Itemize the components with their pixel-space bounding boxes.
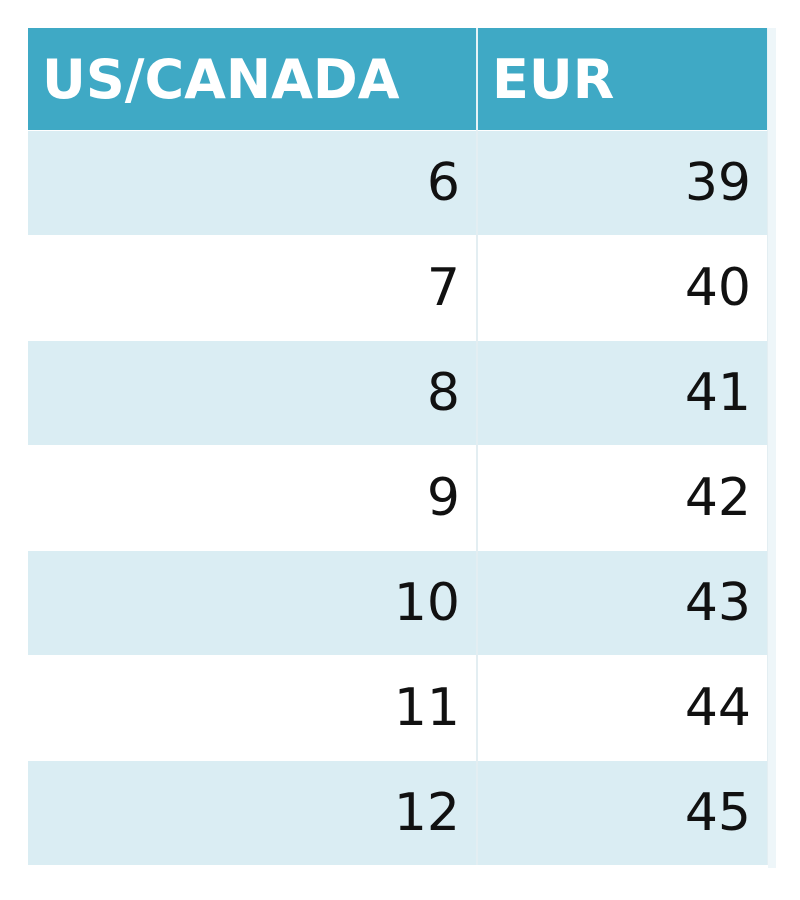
table-cell: 41 — [477, 340, 769, 446]
table-row: 9 42 — [28, 445, 769, 551]
table-cell: 8 — [28, 340, 478, 446]
table-cell: 39 — [477, 130, 769, 236]
table-cell: 40 — [477, 235, 769, 341]
table-row: 7 40 — [28, 235, 769, 341]
table-cell: 43 — [477, 550, 769, 656]
table-cell: 7 — [28, 235, 478, 341]
table-row: 6 39 — [28, 130, 769, 236]
header-cell: EUR — [477, 28, 769, 131]
header-row: US/CANADA EUR — [28, 28, 769, 131]
table-cell: 6 — [28, 130, 478, 236]
table-cell: 12 — [28, 760, 478, 865]
table-cell: 10 — [28, 550, 478, 656]
table-row: 12 45 — [28, 760, 769, 865]
table-cell: 45 — [477, 760, 769, 865]
table-cell: 9 — [28, 445, 478, 551]
table-row: 8 41 — [28, 340, 769, 446]
table-row: 11 44 — [28, 655, 769, 761]
table-cell: 11 — [28, 655, 478, 761]
next-column-edge — [768, 28, 776, 868]
table-cell: 42 — [477, 445, 769, 551]
table-wrapper: US/CANADA EUR 6 39 7 40 8 41 9 42 10 43 11 44 12 45 — [28, 28, 776, 868]
table-row: 10 43 — [28, 550, 769, 656]
table-body: 6 39 7 40 8 41 9 42 10 43 11 44 12 45 — [28, 130, 769, 865]
size-table: US/CANADA EUR 6 39 7 40 8 41 9 42 10 43 11 44 12 45 — [28, 28, 769, 865]
table-cell: 44 — [477, 655, 769, 761]
header-cell: US/CANADA — [28, 28, 478, 131]
